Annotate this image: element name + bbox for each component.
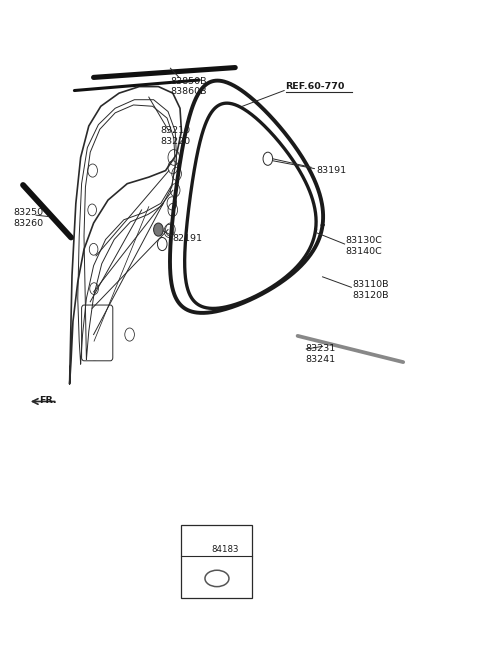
Text: 83210
83220: 83210 83220 [161, 126, 191, 146]
Text: 83191: 83191 [317, 166, 347, 175]
Text: 83231
83241: 83231 83241 [306, 344, 336, 364]
Text: 83130C
83140C: 83130C 83140C [346, 236, 383, 256]
Text: REF.60-770: REF.60-770 [286, 82, 345, 91]
Bar [181, 525, 252, 598]
Text: FR.: FR. [39, 396, 57, 405]
Text: 83250
83260: 83250 83260 [13, 208, 44, 228]
Text: 83110B
83120B: 83110B 83120B [353, 280, 389, 300]
Text: 82191: 82191 [173, 234, 203, 243]
FancyBboxPatch shape [82, 305, 113, 361]
Text: 84183: 84183 [211, 544, 239, 554]
Text: 83850B
83860B: 83850B 83860B [170, 77, 207, 96]
Circle shape [154, 223, 163, 236]
